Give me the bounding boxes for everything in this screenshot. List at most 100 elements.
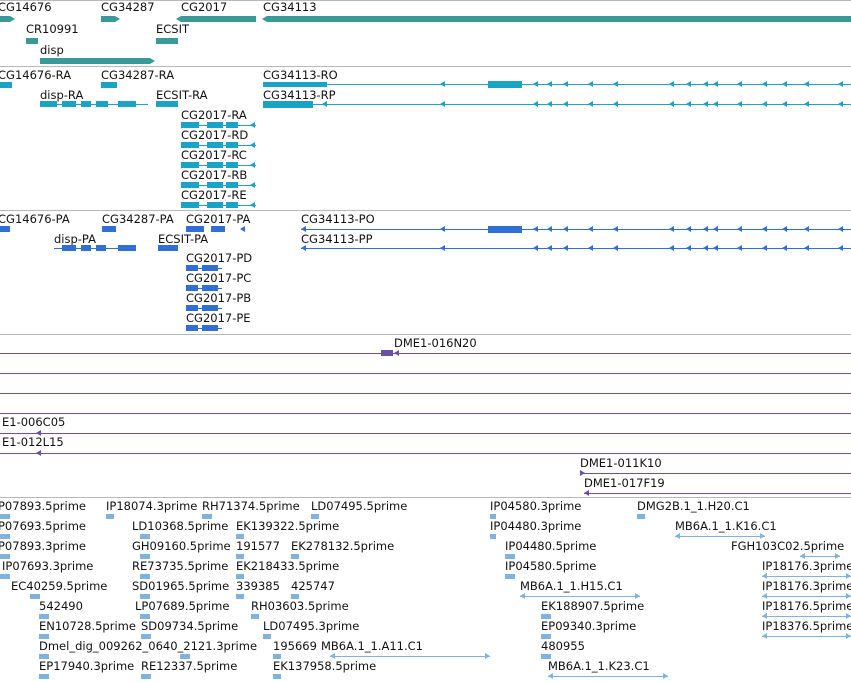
arrow-right-icon: [635, 593, 640, 599]
protein-feature[interactable]: [186, 265, 198, 271]
transcript-feature[interactable]: [0, 82, 12, 88]
protein-feature[interactable]: [158, 245, 178, 251]
est-feature[interactable]: [202, 514, 212, 519]
protein-feature[interactable]: [211, 226, 225, 232]
transcript-feature[interactable]: [207, 162, 223, 168]
transcript-feature[interactable]: [181, 182, 199, 188]
est-feature[interactable]: [490, 534, 496, 539]
est-feature[interactable]: [541, 654, 551, 659]
est-feature[interactable]: [236, 574, 244, 579]
protein-feature[interactable]: [202, 305, 218, 311]
transcript-feature[interactable]: [181, 162, 199, 168]
protein-feature[interactable]: [186, 325, 198, 331]
est-feature[interactable]: [505, 574, 515, 579]
transcript-feature[interactable]: [181, 142, 199, 148]
protein-label: disp-PA: [54, 232, 97, 246]
est-feature[interactable]: [291, 594, 299, 599]
est-feature[interactable]: [140, 614, 150, 619]
track-separator: [0, 0, 851, 1]
est-feature[interactable]: [140, 574, 150, 579]
est-feature[interactable]: [39, 614, 49, 619]
protein-feature[interactable]: [202, 265, 218, 271]
est-feature[interactable]: [273, 674, 281, 679]
bac-feature[interactable]: [381, 350, 393, 356]
transcript-feature[interactable]: [226, 182, 238, 188]
transcript-feature[interactable]: [62, 101, 76, 107]
est-feature[interactable]: [39, 634, 49, 639]
gene-feature[interactable]: [181, 16, 256, 22]
gene-feature[interactable]: [101, 16, 115, 22]
est-feature[interactable]: [140, 594, 150, 599]
est-feature[interactable]: [0, 534, 10, 539]
est-feature[interactable]: [291, 554, 299, 559]
est-feature[interactable]: [311, 514, 319, 519]
transcript-feature[interactable]: [118, 101, 136, 107]
gene-feature[interactable]: [0, 16, 10, 22]
protein-label: CG2017-PA: [186, 212, 251, 226]
transcript-feature[interactable]: [207, 182, 223, 188]
protein-feature[interactable]: [96, 245, 106, 251]
transcript-feature[interactable]: [181, 122, 199, 128]
est-label: EC40259.5prime: [11, 579, 108, 593]
gene-feature[interactable]: [40, 58, 150, 64]
transcript-feature[interactable]: [101, 82, 117, 88]
est-feature[interactable]: [140, 534, 150, 539]
transcript-feature[interactable]: [226, 142, 238, 148]
est-feature[interactable]: [236, 554, 244, 559]
est-feature[interactable]: [0, 574, 10, 579]
est-feature[interactable]: [541, 614, 551, 619]
est-feature[interactable]: [0, 554, 10, 559]
transcript-feature[interactable]: [156, 101, 178, 107]
est-feature[interactable]: [637, 514, 645, 519]
protein-feature[interactable]: [186, 285, 198, 291]
transcript-feature[interactable]: [488, 81, 522, 88]
transcript-feature[interactable]: [81, 101, 91, 107]
est-feature[interactable]: [39, 674, 49, 679]
protein-feature[interactable]: [202, 285, 218, 291]
arrow-left-icon: [250, 202, 255, 208]
est-label: EN10728.5prime: [39, 619, 136, 633]
transcript-feature[interactable]: [207, 202, 223, 208]
transcript-feature[interactable]: [263, 101, 313, 108]
protein-feature[interactable]: [202, 325, 218, 331]
est-feature[interactable]: [541, 634, 551, 639]
gene-feature[interactable]: [156, 38, 178, 44]
protein-feature[interactable]: [186, 226, 204, 232]
transcript-feature[interactable]: [96, 101, 108, 107]
transcript-feature[interactable]: [40, 101, 57, 107]
gene-feature[interactable]: [26, 38, 38, 44]
protein-feature[interactable]: [102, 226, 116, 232]
transcript-feature[interactable]: [226, 202, 238, 208]
gene-feature[interactable]: [267, 16, 851, 22]
protein-feature[interactable]: [62, 245, 76, 251]
protein-feature[interactable]: [186, 305, 198, 311]
protein-feature[interactable]: [118, 245, 136, 251]
arrow-right-icon: [835, 553, 840, 559]
est-feature[interactable]: [180, 654, 190, 659]
est-feature[interactable]: [140, 554, 150, 559]
est-feature[interactable]: [30, 594, 40, 599]
est-feature[interactable]: [39, 654, 49, 659]
est-feature[interactable]: [0, 514, 10, 519]
est-feature[interactable]: [141, 634, 151, 639]
protein-feature[interactable]: [488, 226, 522, 233]
transcript-feature[interactable]: [181, 202, 199, 208]
est-feature[interactable]: [106, 514, 114, 519]
transcript-label: CG2017-RD: [181, 128, 249, 142]
est-feature[interactable]: [236, 594, 244, 599]
est-feature[interactable]: [141, 674, 151, 679]
transcript-feature[interactable]: [226, 122, 238, 128]
est-feature[interactable]: [263, 634, 271, 639]
arrow-left-icon: [533, 101, 538, 107]
protein-feature[interactable]: [81, 245, 91, 251]
est-feature[interactable]: [505, 554, 515, 559]
protein-feature[interactable]: [0, 226, 10, 232]
transcript-feature[interactable]: [207, 122, 223, 128]
est-feature[interactable]: [251, 614, 259, 619]
transcript-feature[interactable]: [226, 162, 238, 168]
est-feature[interactable]: [273, 654, 281, 659]
est-feature[interactable]: [490, 514, 496, 519]
transcript-feature[interactable]: [263, 82, 327, 87]
transcript-feature[interactable]: [207, 142, 223, 148]
est-feature[interactable]: [236, 534, 244, 539]
